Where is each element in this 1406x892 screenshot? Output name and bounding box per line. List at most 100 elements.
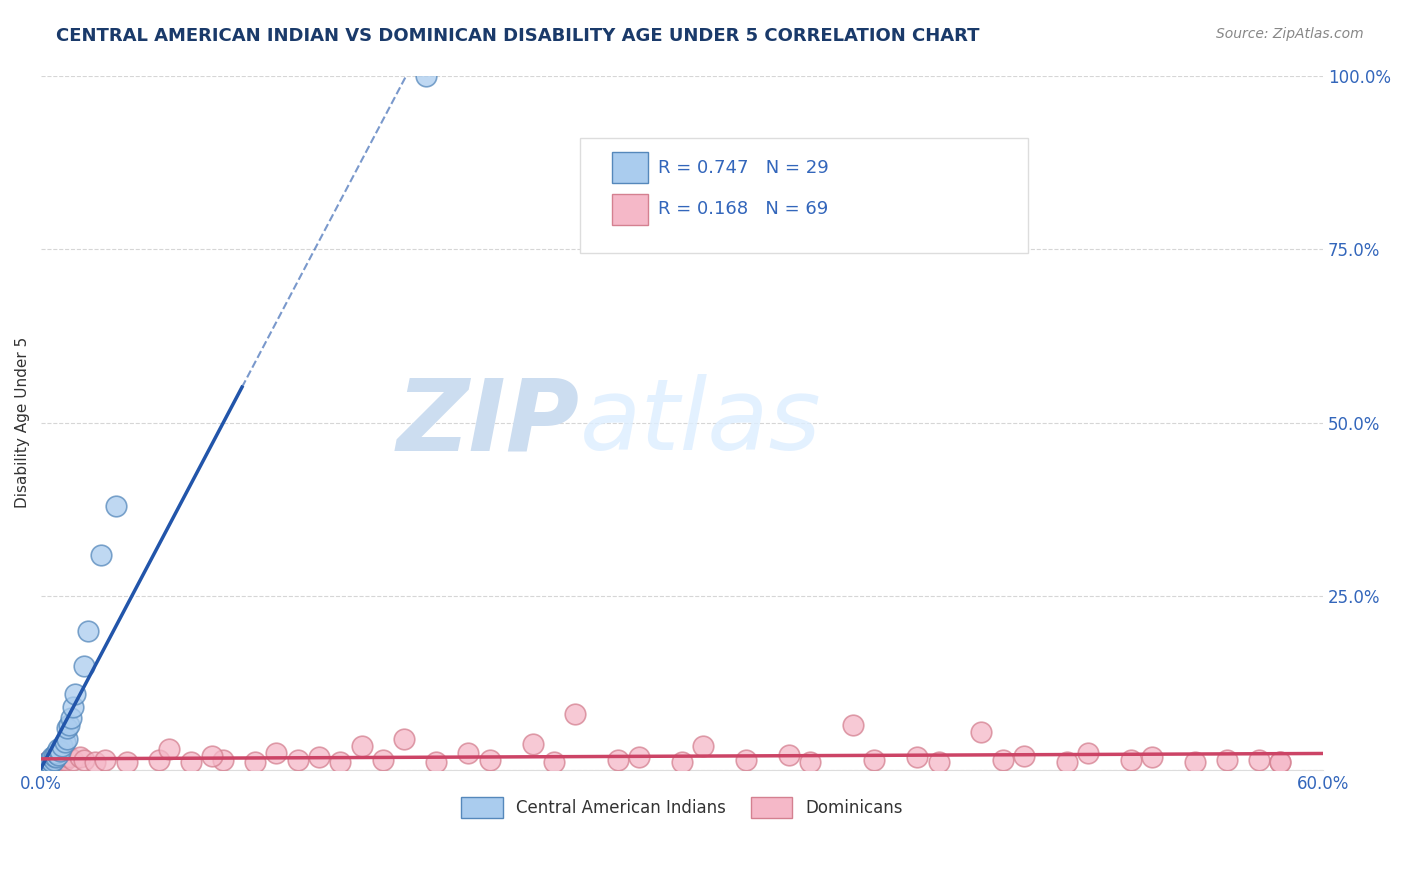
- Point: [41, 755, 63, 769]
- Point: [51, 739, 73, 753]
- Point: [38, 753, 60, 767]
- Point: [46, 742, 69, 756]
- Point: [1012, 749, 1035, 764]
- Point: [41, 756, 63, 770]
- Text: Source: ZipAtlas.com: Source: ZipAtlas.com: [1216, 27, 1364, 41]
- Point: [104, 499, 127, 513]
- Point: [1077, 746, 1099, 760]
- Point: [928, 755, 950, 769]
- Point: [38, 757, 60, 772]
- Point: [49, 743, 72, 757]
- Point: [148, 753, 170, 767]
- Point: [45, 755, 67, 769]
- Point: [970, 724, 993, 739]
- Point: [478, 753, 501, 767]
- Point: [735, 753, 758, 767]
- Point: [73, 658, 96, 673]
- Point: [90, 548, 112, 562]
- Point: [77, 624, 100, 639]
- Point: [1119, 753, 1142, 767]
- Point: [415, 69, 437, 83]
- Text: CENTRAL AMERICAN INDIAN VS DOMINICAN DISABILITY AGE UNDER 5 CORRELATION CHART: CENTRAL AMERICAN INDIAN VS DOMINICAN DIS…: [56, 27, 980, 45]
- Point: [46, 747, 69, 762]
- Point: [32, 759, 55, 773]
- Text: atlas: atlas: [579, 375, 821, 471]
- Point: [425, 755, 447, 769]
- Point: [34, 757, 56, 772]
- Point: [180, 755, 202, 769]
- Point: [371, 753, 394, 767]
- Point: [73, 753, 96, 767]
- Point: [94, 753, 117, 767]
- Point: [991, 753, 1014, 767]
- Point: [264, 746, 287, 760]
- Point: [46, 749, 69, 764]
- Point: [1216, 753, 1239, 767]
- Point: [1056, 755, 1078, 769]
- Point: [65, 687, 87, 701]
- Point: [38, 756, 60, 770]
- FancyBboxPatch shape: [579, 138, 1028, 252]
- Point: [60, 711, 83, 725]
- Point: [69, 750, 91, 764]
- Point: [32, 757, 55, 772]
- Point: [671, 755, 693, 769]
- Point: [863, 753, 886, 767]
- Point: [58, 718, 80, 732]
- Bar: [612, 194, 648, 225]
- Point: [42, 753, 65, 767]
- Point: [49, 753, 72, 767]
- Point: [543, 755, 565, 769]
- Point: [37, 755, 59, 769]
- Point: [287, 753, 309, 767]
- Point: [1140, 750, 1163, 764]
- Point: [1270, 755, 1292, 769]
- Legend: Central American Indians, Dominicans: Central American Indians, Dominicans: [454, 790, 910, 824]
- Point: [45, 750, 67, 764]
- Point: [522, 737, 544, 751]
- Point: [115, 755, 138, 769]
- Point: [211, 753, 233, 767]
- Point: [42, 756, 65, 770]
- Point: [83, 755, 105, 769]
- Text: R = 0.168   N = 69: R = 0.168 N = 69: [658, 200, 828, 219]
- Point: [55, 722, 77, 736]
- Point: [1184, 755, 1206, 769]
- Point: [692, 739, 714, 753]
- Point: [1247, 753, 1270, 767]
- Point: [62, 700, 84, 714]
- Point: [37, 757, 59, 772]
- Point: [308, 750, 330, 764]
- Point: [842, 718, 865, 732]
- Point: [58, 750, 80, 764]
- Point: [45, 750, 67, 764]
- Point: [905, 750, 928, 764]
- Point: [34, 759, 56, 773]
- Point: [41, 750, 63, 764]
- Y-axis label: Disability Age Under 5: Disability Age Under 5: [15, 337, 30, 508]
- Point: [799, 755, 821, 769]
- Point: [201, 749, 224, 764]
- Point: [34, 759, 56, 773]
- Point: [350, 739, 373, 753]
- Point: [42, 750, 65, 764]
- Point: [34, 756, 56, 770]
- Point: [32, 759, 55, 773]
- Point: [778, 747, 800, 762]
- Point: [329, 755, 352, 769]
- Bar: [612, 152, 648, 183]
- Point: [53, 735, 76, 749]
- Point: [46, 755, 69, 769]
- Point: [51, 750, 73, 764]
- Point: [55, 731, 77, 746]
- Point: [38, 753, 60, 767]
- Point: [157, 742, 180, 756]
- Point: [37, 755, 59, 769]
- Text: ZIP: ZIP: [396, 375, 579, 471]
- Point: [53, 753, 76, 767]
- Point: [45, 746, 67, 760]
- Point: [457, 746, 479, 760]
- Point: [394, 731, 416, 746]
- Point: [1270, 755, 1292, 769]
- Text: R = 0.747   N = 29: R = 0.747 N = 29: [658, 159, 828, 177]
